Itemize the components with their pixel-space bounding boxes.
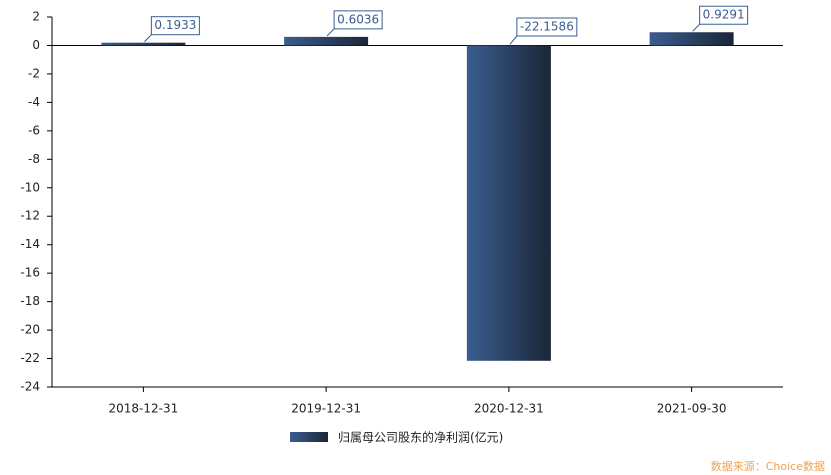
legend-label: 归属母公司股东的净利润(亿元) <box>338 430 503 445</box>
y-tick-label: -14 <box>20 237 40 251</box>
y-tick-label: -16 <box>20 266 40 280</box>
data-label-box <box>150 16 200 36</box>
bar <box>649 32 734 46</box>
y-tick-label: -24 <box>20 380 40 394</box>
label-leader <box>144 34 152 43</box>
y-tick-label: -2 <box>28 66 40 80</box>
y-tick-label: -10 <box>20 180 40 194</box>
x-tick-label: 2020-12-31 <box>474 402 544 416</box>
y-tick-label: -18 <box>20 294 40 308</box>
label-leader <box>509 35 518 45</box>
y-tick-label: -4 <box>28 95 40 109</box>
data-label: 0.9291 <box>703 8 745 22</box>
data-label: -22.1586 <box>520 20 574 34</box>
bar <box>284 36 369 46</box>
y-tick-label: -20 <box>20 323 40 337</box>
y-tick-label: -12 <box>20 209 40 223</box>
y-tick-label: -22 <box>20 351 40 365</box>
x-tick-label: 2019-12-31 <box>291 402 361 416</box>
bar <box>101 42 186 46</box>
data-label: 0.1933 <box>154 18 196 32</box>
y-tick-label: -6 <box>28 123 40 137</box>
data-label-box <box>516 17 578 37</box>
x-tick-label: 2021-09-30 <box>657 402 727 416</box>
data-label-box <box>333 10 383 30</box>
data-label: 0.6036 <box>337 12 379 26</box>
x-tick-label: 2018-12-31 <box>109 402 179 416</box>
y-tick-label: 2 <box>32 10 40 24</box>
label-leader <box>326 28 335 37</box>
y-tick-label: 0 <box>32 38 40 52</box>
source-note: 数据来源：Choice数据 <box>711 459 825 473</box>
legend-swatch <box>290 432 328 442</box>
y-tick-label: -8 <box>28 152 40 166</box>
bar <box>466 45 551 361</box>
data-label-box <box>699 5 749 25</box>
label-leader <box>692 23 700 32</box>
